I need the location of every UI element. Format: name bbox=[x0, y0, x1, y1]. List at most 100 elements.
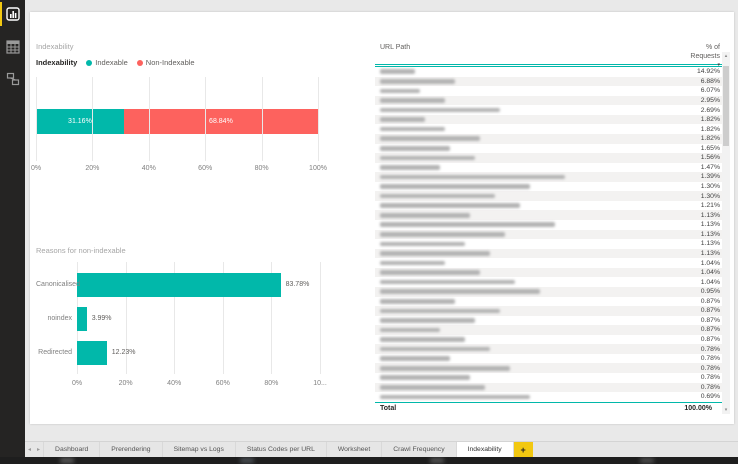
y-category-label: noindex bbox=[47, 315, 72, 322]
tab-prerendering[interactable]: Prerendering bbox=[100, 442, 163, 457]
redacted-url-path bbox=[380, 318, 475, 323]
gridline bbox=[222, 262, 224, 374]
table-row[interactable]: 0.87% bbox=[375, 316, 730, 326]
redacted-url-path bbox=[380, 365, 510, 371]
table-row[interactable]: 1.04% bbox=[375, 258, 730, 268]
chart-legend: Indexability Indexable Non-Indexable bbox=[36, 58, 336, 67]
redacted-url-path bbox=[380, 270, 480, 275]
table-row[interactable]: 1.21% bbox=[375, 201, 730, 211]
table-row[interactable]: 0.69% bbox=[375, 392, 730, 402]
table-row[interactable]: 0.95% bbox=[375, 286, 730, 297]
table-row[interactable]: 1.82% bbox=[375, 133, 730, 144]
redacted-url-path bbox=[380, 79, 455, 84]
gridline bbox=[174, 262, 176, 374]
scrollbar-thumb[interactable] bbox=[723, 66, 729, 146]
redacted-url-path bbox=[380, 98, 445, 103]
table-row[interactable]: 6.88% bbox=[375, 76, 730, 87]
table-row[interactable]: 0.78% bbox=[375, 382, 730, 393]
legend-item-indexable[interactable]: Indexable bbox=[86, 58, 128, 67]
table-row[interactable]: 0.78% bbox=[375, 363, 730, 373]
table-row[interactable]: 1.47% bbox=[375, 163, 730, 173]
legend-item-non-indexable[interactable]: Non-Indexable bbox=[136, 58, 195, 67]
redacted-url-path bbox=[380, 184, 530, 189]
table-row[interactable]: 1.65% bbox=[375, 144, 730, 154]
pct-value: 0.78% bbox=[700, 355, 720, 363]
table-row[interactable]: 2.95% bbox=[375, 95, 730, 106]
table-row[interactable]: 1.13% bbox=[375, 210, 730, 220]
table-row[interactable]: 1.56% bbox=[375, 153, 730, 163]
table-scrollbar[interactable]: ▴ ▾ bbox=[722, 52, 730, 414]
table-row[interactable]: 2.69% bbox=[375, 105, 730, 115]
table-row[interactable]: 1.82% bbox=[375, 114, 730, 125]
pct-value: 1.13% bbox=[700, 230, 720, 238]
redacted-url-path bbox=[380, 203, 520, 208]
tabs-nav-left-icon[interactable]: ◂ bbox=[28, 447, 32, 453]
tab-worksheet[interactable]: Worksheet bbox=[327, 442, 383, 457]
table-row[interactable]: 0.87% bbox=[375, 306, 730, 316]
bar-redirected[interactable] bbox=[77, 341, 107, 365]
table-row[interactable]: 0.78% bbox=[375, 373, 730, 383]
tab-crawl-frequency[interactable]: Crawl Frequency bbox=[382, 442, 457, 457]
pct-value: 1.47% bbox=[700, 163, 720, 171]
tab-status-codes-per-url[interactable]: Status Codes per URL bbox=[236, 442, 327, 457]
redacted-url-path bbox=[380, 88, 420, 94]
bar-noindex[interactable] bbox=[77, 307, 87, 331]
table-row[interactable]: 1.04% bbox=[375, 277, 730, 287]
table-row[interactable]: 1.13% bbox=[375, 229, 730, 240]
x-tick-label: 80% bbox=[254, 165, 269, 172]
scroll-up-icon[interactable]: ▴ bbox=[724, 53, 728, 59]
x-tick-label: 60% bbox=[215, 380, 230, 387]
bar-segment-non-indexable[interactable]: 68.84% bbox=[123, 109, 318, 134]
table-row[interactable]: 6.07% bbox=[375, 86, 730, 96]
url-path-table[interactable]: URL Path % of Requests ▾ 14.92% 6.88% 6.07… bbox=[375, 42, 730, 428]
tab-sitemap-vs-logs[interactable]: Sitemap vs Logs bbox=[163, 442, 236, 457]
indexability-chart[interactable]: Indexability Indexability Indexable Non-I… bbox=[31, 42, 336, 192]
table-row[interactable]: 1.13% bbox=[375, 220, 730, 230]
bar-segment-indexable[interactable]: 31.16% bbox=[36, 109, 124, 134]
redacted-url-path bbox=[380, 69, 415, 75]
table-row[interactable]: 0.78% bbox=[375, 354, 730, 364]
x-tick-label: 0% bbox=[71, 380, 83, 387]
add-page-button[interactable]: + bbox=[513, 442, 533, 457]
table-row[interactable]: 1.13% bbox=[375, 239, 730, 249]
tab-indexability[interactable]: Indexability bbox=[456, 442, 514, 457]
x-tick-label: 20% bbox=[118, 380, 133, 387]
pct-value: 0.87% bbox=[700, 297, 720, 305]
redacted-url-path bbox=[380, 260, 445, 266]
col-url-path[interactable]: URL Path bbox=[380, 44, 411, 51]
stacked-bar[interactable]: 31.16% 68.84% bbox=[36, 109, 318, 134]
table-row[interactable]: 1.04% bbox=[375, 267, 730, 278]
table-row[interactable]: 0.78% bbox=[375, 344, 730, 354]
table-total-row: Total 100.00% bbox=[375, 401, 722, 415]
table-row[interactable]: 1.39% bbox=[375, 172, 730, 182]
report-view-icon[interactable] bbox=[5, 6, 21, 22]
redacted-url-path bbox=[380, 346, 490, 352]
col-pct-requests[interactable]: % of Requests ▾ bbox=[684, 44, 720, 68]
table-row[interactable]: 14.92% bbox=[375, 67, 730, 77]
table-row[interactable]: 1.13% bbox=[375, 248, 730, 259]
model-view-icon[interactable] bbox=[5, 71, 21, 87]
table-row[interactable]: 1.30% bbox=[375, 182, 730, 192]
bar-value-label: 3.99% bbox=[91, 315, 112, 322]
table-row[interactable]: 0.87% bbox=[375, 297, 730, 307]
gridline bbox=[261, 77, 263, 161]
table-row[interactable]: 0.87% bbox=[375, 325, 730, 335]
x-tick-label: 10... bbox=[313, 380, 327, 387]
x-tick-label: 60% bbox=[198, 165, 213, 172]
reasons-chart[interactable]: Reasons for non-indexable 83.78% 3.99% 12.… bbox=[36, 246, 346, 406]
data-view-icon[interactable] bbox=[5, 39, 21, 55]
bar-canonicalised[interactable] bbox=[77, 273, 281, 297]
table-row[interactable]: 1.82% bbox=[375, 124, 730, 134]
sort-desc-icon[interactable]: ▾ bbox=[717, 61, 720, 68]
scroll-down-icon[interactable]: ▾ bbox=[724, 407, 728, 413]
table-row[interactable]: 0.87% bbox=[375, 335, 730, 345]
blurred-taskbar bbox=[0, 457, 738, 464]
tab-dashboard[interactable]: Dashboard bbox=[43, 442, 101, 457]
pct-value: 6.07% bbox=[700, 87, 720, 95]
table-row[interactable]: 1.30% bbox=[375, 191, 730, 201]
table-header: URL Path % of Requests ▾ bbox=[375, 42, 730, 68]
report-canvas: Indexability Indexability Indexable Non-I… bbox=[30, 12, 734, 424]
gridline bbox=[205, 77, 207, 161]
redacted-url-path bbox=[380, 308, 500, 314]
tabs-nav-right-icon[interactable]: ▸ bbox=[37, 447, 41, 453]
